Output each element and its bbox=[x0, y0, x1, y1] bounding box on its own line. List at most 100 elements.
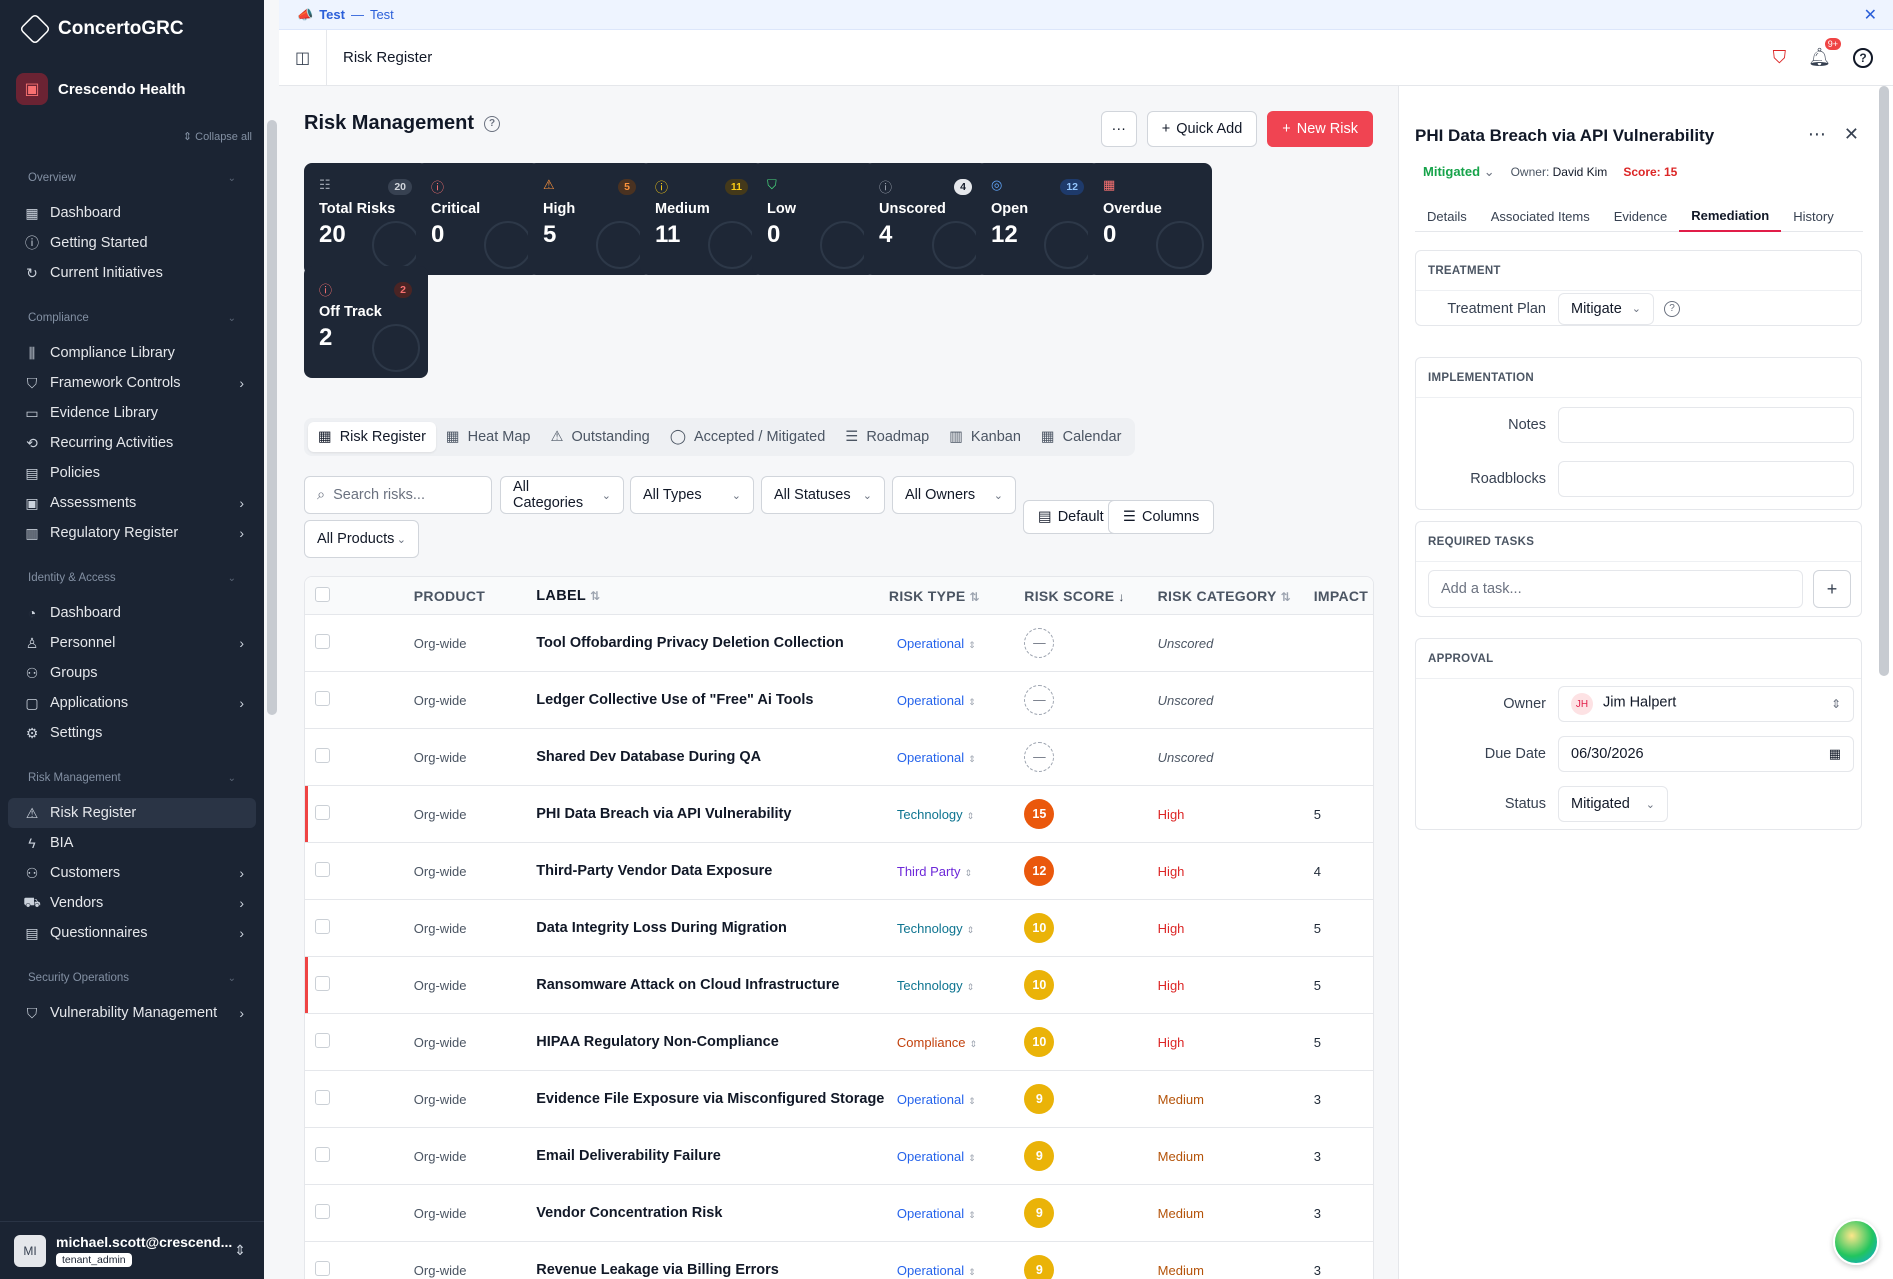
sidebar-scrollbar[interactable] bbox=[267, 120, 277, 715]
label-cell[interactable]: Revenue Leakage via Billing Errors bbox=[536, 1262, 779, 1278]
risk-type-cell[interactable]: Operational ⇕ bbox=[889, 750, 1022, 765]
panel-tab-evidence[interactable]: Evidence bbox=[1613, 208, 1668, 224]
owner-filter[interactable]: All Owners ⌄ bbox=[892, 476, 1016, 514]
table-row[interactable]: Org-wide Shared Dev Database During QA Ope… bbox=[305, 729, 1373, 786]
sidebar-item-getting-started[interactable]: ⓘ Getting Started bbox=[8, 228, 256, 258]
risk-type-cell[interactable]: Compliance ⇕ bbox=[889, 1035, 1022, 1050]
bell-icon[interactable]: 🔔︎ 9+ bbox=[1808, 38, 1841, 68]
col-product[interactable]: PRODUCT bbox=[413, 587, 486, 604]
tab-heat-map[interactable]: ▦ Heat Map bbox=[436, 422, 541, 452]
sidebar-item-assessments[interactable]: ▣ Assessments › bbox=[8, 488, 256, 518]
table-row[interactable]: Org-wide Email Deliverability Failure Oper… bbox=[305, 1128, 1373, 1185]
quick-add-button[interactable]: + Quick Add bbox=[1146, 111, 1258, 147]
row-checkbox[interactable] bbox=[315, 862, 330, 877]
col-risk-category[interactable]: RISK CATEGORY ⇅ bbox=[1157, 587, 1292, 604]
more-actions-button[interactable]: ··· bbox=[1100, 111, 1137, 147]
table-row[interactable]: Org-wide Evidence File Exposure via Misco… bbox=[305, 1071, 1373, 1128]
status-filter[interactable]: All Statuses ⌄ bbox=[761, 476, 885, 514]
row-checkbox[interactable] bbox=[315, 1090, 330, 1105]
sidebar-item-bia[interactable]: ϟ BIA bbox=[8, 828, 256, 858]
panel-tab-associated-items[interactable]: Associated Items bbox=[1490, 208, 1590, 224]
sidebar-toggle-icon[interactable]: ◫ bbox=[279, 29, 327, 86]
stat-card-medium[interactable]: ⓘ 11 Medium 11 bbox=[640, 163, 764, 275]
label-cell[interactable]: Tool Offobarding Privacy Deletion Collec… bbox=[536, 635, 844, 651]
table-row[interactable]: Org-wide Ledger Collective Use of "Free" … bbox=[305, 672, 1373, 729]
brand-logo-area[interactable]: ConcertoGRC bbox=[0, 0, 264, 58]
table-row[interactable]: Org-wide Third-Party Vendor Data Exposure… bbox=[305, 843, 1373, 900]
risk-type-cell[interactable]: Operational ⇕ bbox=[889, 693, 1022, 708]
label-cell[interactable]: Evidence File Exposure via Misconfigured… bbox=[536, 1091, 885, 1107]
label-cell[interactable]: HIPAA Regulatory Non-Compliance bbox=[536, 1034, 779, 1050]
security-shield-icon[interactable]: ⛉ bbox=[1772, 47, 1787, 67]
sidebar-item-applications[interactable]: ▢ Applications › bbox=[8, 688, 256, 718]
select-all-checkbox[interactable] bbox=[315, 586, 330, 602]
columns-button[interactable]: ☰ Columns bbox=[1108, 500, 1215, 534]
table-row[interactable]: Org-wide HIPAA Regulatory Non-Compliance C… bbox=[305, 1014, 1373, 1071]
stat-card-off-track[interactable]: ⓘ 2 Off Track 2 bbox=[304, 266, 428, 378]
col-impact[interactable]: IMPACT bbox=[1313, 587, 1369, 604]
col-label[interactable]: LABEL ⇅ bbox=[536, 587, 601, 604]
sidebar-item-evidence-library[interactable]: ▭ Evidence Library bbox=[8, 398, 256, 428]
label-cell[interactable]: PHI Data Breach via API Vulnerability bbox=[536, 806, 792, 822]
table-row[interactable]: Org-wide Vendor Concentration Risk Operati… bbox=[305, 1185, 1373, 1242]
tab-risk-register[interactable]: ▦ Risk Register bbox=[308, 422, 436, 452]
table-row[interactable]: Org-wide Revenue Leakage via Billing Erro… bbox=[305, 1242, 1373, 1279]
stat-card-high[interactable]: ⚠ 5 High 5 bbox=[528, 163, 652, 275]
more-horizontal-icon[interactable]: ⋯ bbox=[1807, 124, 1826, 144]
stat-card-open[interactable]: ◎ 12 Open 12 bbox=[976, 163, 1100, 275]
sidebar-section-compliance[interactable]: Compliance ⌄ bbox=[0, 308, 264, 328]
due-date-input[interactable]: 06/30/2026 ▦ bbox=[1558, 736, 1854, 772]
row-checkbox[interactable] bbox=[315, 634, 330, 649]
stat-card-unscored[interactable]: ⓘ 4 Unscored 4 bbox=[864, 163, 988, 275]
sidebar-item-compliance-library[interactable]: ⫼ Compliance Library bbox=[8, 338, 256, 368]
sidebar-item-questionnaires[interactable]: ▤ Questionnaires › bbox=[8, 918, 256, 948]
row-checkbox[interactable] bbox=[315, 1033, 330, 1048]
col-risk-score[interactable]: RISK SCORE ↓ bbox=[1024, 587, 1125, 604]
stat-card-critical[interactable]: ⓘ Critical 0 bbox=[416, 163, 540, 275]
help-circle-icon[interactable]: ? bbox=[484, 115, 501, 132]
label-cell[interactable]: Email Deliverability Failure bbox=[536, 1148, 721, 1164]
help-icon[interactable]: ? bbox=[1853, 47, 1873, 68]
product-filter[interactable]: All Products ⌄ bbox=[304, 520, 419, 558]
table-row[interactable]: Org-wide Data Integrity Loss During Migra… bbox=[305, 900, 1373, 957]
risk-type-cell[interactable]: Technology ⇕ bbox=[889, 978, 1022, 993]
table-row[interactable]: Org-wide Ransomware Attack on Cloud Infra… bbox=[305, 957, 1373, 1014]
category-filter[interactable]: All Categories ⌄ bbox=[500, 476, 624, 514]
risk-type-cell[interactable]: Operational ⇕ bbox=[889, 1092, 1022, 1107]
label-cell[interactable]: Data Integrity Loss During Migration bbox=[536, 920, 787, 936]
row-checkbox[interactable] bbox=[315, 919, 330, 934]
label-cell[interactable]: Shared Dev Database During QA bbox=[536, 749, 762, 765]
tab-roadmap[interactable]: ☰ Roadmap bbox=[835, 422, 939, 452]
type-filter[interactable]: All Types ⌄ bbox=[630, 476, 754, 514]
risk-type-cell[interactable]: Third Party ⇕ bbox=[889, 864, 1022, 879]
tab-accepted-mitigated[interactable]: ◯ Accepted / Mitigated bbox=[660, 422, 836, 452]
risk-type-cell[interactable]: Operational ⇕ bbox=[889, 1149, 1022, 1164]
risk-type-cell[interactable]: Technology ⇕ bbox=[889, 921, 1022, 936]
roadblocks-input[interactable] bbox=[1558, 461, 1854, 497]
panel-scrollbar[interactable] bbox=[1879, 86, 1889, 676]
row-checkbox[interactable] bbox=[315, 805, 330, 820]
row-checkbox[interactable] bbox=[315, 748, 330, 763]
sidebar-item-vulnerability-management[interactable]: ⛉ Vulnerability Management › bbox=[8, 998, 256, 1028]
table-row[interactable]: Org-wide PHI Data Breach via API Vulnerab… bbox=[305, 786, 1373, 843]
panel-tab-history[interactable]: History bbox=[1793, 208, 1834, 224]
label-cell[interactable]: Vendor Concentration Risk bbox=[536, 1205, 723, 1221]
table-row[interactable]: Org-wide Tool Offobarding Privacy Deletio… bbox=[305, 615, 1373, 672]
sidebar-item-dashboard[interactable]: ◔ Dashboard bbox=[8, 598, 256, 628]
label-cell[interactable]: Ransomware Attack on Cloud Infrastructur… bbox=[536, 977, 840, 993]
panel-tab-remediation[interactable]: Remediation bbox=[1679, 200, 1782, 232]
sidebar-section-risk-management[interactable]: Risk Management ⌄ bbox=[0, 768, 264, 788]
search-input[interactable]: ⌕ Search risks... bbox=[304, 476, 492, 514]
treatment-plan-select[interactable]: Mitigate ⌄ bbox=[1558, 292, 1654, 325]
sidebar-section-overview[interactable]: Overview ⌄ bbox=[0, 168, 264, 188]
close-icon[interactable]: ✕ bbox=[1863, 6, 1877, 24]
approval-status-select[interactable]: Mitigated ⌄ bbox=[1558, 786, 1668, 822]
panel-tab-details[interactable]: Details bbox=[1427, 208, 1467, 224]
risk-type-cell[interactable]: Technology ⇕ bbox=[889, 807, 1022, 822]
risk-type-cell[interactable]: Operational ⇕ bbox=[889, 1263, 1022, 1278]
row-checkbox[interactable] bbox=[315, 1147, 330, 1162]
label-cell[interactable]: Third-Party Vendor Data Exposure bbox=[536, 863, 773, 879]
sidebar-item-risk-register[interactable]: ⚠ Risk Register bbox=[8, 798, 256, 828]
sidebar-item-settings[interactable]: ⚙ Settings bbox=[8, 718, 256, 748]
assistant-launcher-icon[interactable] bbox=[1833, 1219, 1879, 1265]
